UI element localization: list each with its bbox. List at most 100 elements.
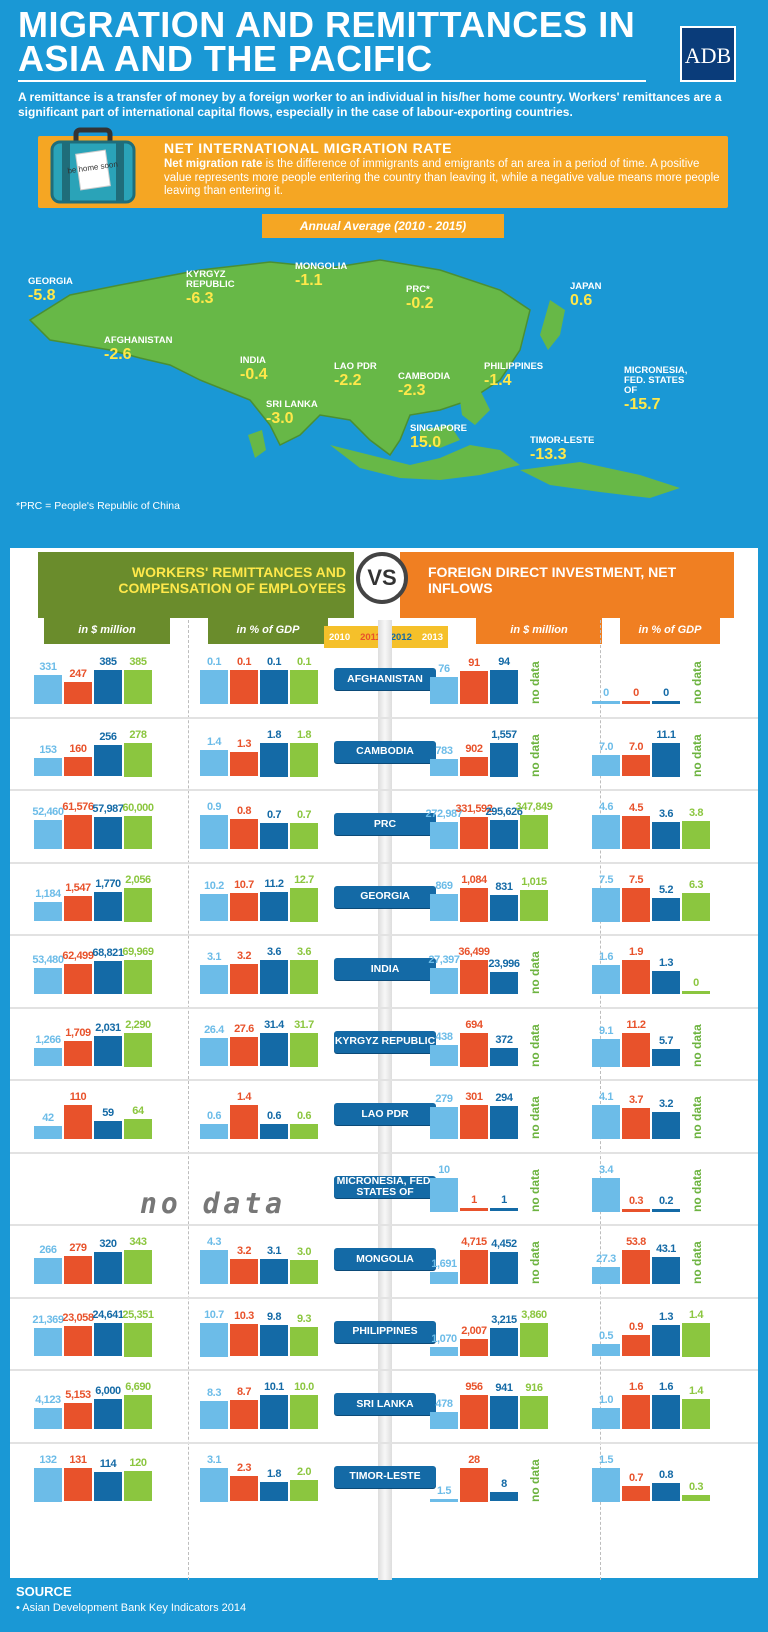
bar	[260, 1395, 288, 1429]
bar-value-label: 8	[501, 1477, 507, 1490]
bar	[94, 745, 122, 777]
bar	[34, 1257, 62, 1284]
bar-value-label: 301	[465, 1091, 483, 1103]
bar-value-label: 6,000	[95, 1384, 121, 1397]
bar-value-label: 6.3	[688, 878, 704, 891]
bar	[94, 1472, 122, 1502]
divider-line	[600, 620, 601, 1580]
asia-pacific-map	[28, 259, 680, 498]
bar	[430, 1271, 458, 1284]
bar-value-label: 1.6	[628, 1381, 644, 1393]
bar-value-label: 0.1	[296, 656, 312, 668]
map-label-philippines: PHILIPPINES -1.4	[484, 361, 544, 390]
source-title: SOURCE	[16, 1584, 72, 1599]
bar-value-label: 4,715	[461, 1236, 487, 1248]
country-label: GEORGIA	[334, 885, 436, 908]
no-data-label: no data	[528, 951, 542, 994]
bar	[34, 1047, 62, 1067]
bar	[622, 960, 650, 994]
bar	[260, 1032, 288, 1067]
bar	[682, 1494, 710, 1502]
fdi-header	[400, 552, 734, 618]
map-label-japan: JAPAN 0.6	[570, 281, 602, 310]
row-separator	[10, 716, 758, 719]
bar-value-label: 3,215	[491, 1314, 517, 1327]
bar-value-label: 3.2	[236, 1244, 252, 1257]
bar-value-label: 153	[39, 743, 57, 756]
row-separator	[10, 789, 758, 791]
bar-value-label: 3.8	[688, 806, 704, 819]
bar-value-label: 120	[129, 1456, 147, 1469]
bar	[64, 1402, 92, 1429]
bar-value-label: 3.2	[236, 949, 252, 962]
bar-value-label: 6,690	[125, 1381, 151, 1393]
bar-value-label: 247	[69, 668, 87, 681]
bar	[460, 816, 488, 849]
bar-value-label: 1,709	[65, 1027, 91, 1040]
bar	[490, 971, 518, 994]
bar	[64, 815, 92, 849]
country-label: LAO PDR	[334, 1103, 436, 1125]
source-band	[0, 1580, 768, 1632]
bar-value-label: 8.7	[236, 1385, 252, 1398]
bar-value-label: 28	[468, 1453, 480, 1466]
bar	[622, 1250, 650, 1284]
bar-value-label: 114	[99, 1458, 117, 1471]
bar	[200, 1250, 228, 1284]
bar-value-label: 1.8	[266, 728, 282, 741]
bar-value-label: 0.5	[598, 1330, 614, 1343]
bar	[290, 1326, 318, 1357]
bar-value-label: 52,460	[32, 806, 64, 819]
bar	[64, 1467, 92, 1502]
bar-value-label: 23,058	[62, 1311, 94, 1324]
bar-value-label: 0.9	[628, 1320, 644, 1333]
bar	[490, 1395, 518, 1429]
bar	[124, 960, 152, 994]
bar-value-label: 266	[39, 1243, 57, 1256]
bar-value-label: 12.7	[294, 873, 314, 886]
bar	[430, 822, 458, 849]
bar	[622, 701, 650, 704]
bar	[592, 815, 620, 849]
bar	[682, 820, 710, 849]
bar-value-label: 0	[663, 687, 669, 699]
bar	[622, 1485, 650, 1502]
bar-value-label: 0.8	[658, 1469, 674, 1482]
bar	[652, 970, 680, 994]
bar	[64, 756, 92, 777]
bar-value-label: 1.3	[658, 1310, 674, 1323]
bar	[34, 968, 62, 994]
legend-2013: 2013	[421, 631, 443, 643]
bar	[592, 1038, 620, 1067]
map-label-cambodia: CAMBODIA -2.3	[398, 371, 451, 400]
bar	[490, 1251, 518, 1284]
bar-value-label: 272,987	[425, 808, 463, 821]
bar	[94, 1120, 122, 1139]
bar	[64, 682, 92, 704]
bar-value-label: 438	[435, 1031, 453, 1044]
bar	[34, 901, 62, 922]
bar-value-label: 110	[69, 1091, 87, 1103]
migration-info-box	[38, 136, 728, 208]
bar-value-label: 27,397	[428, 954, 460, 967]
bar-value-label: 27.6	[234, 1022, 254, 1035]
row-separator	[10, 861, 758, 864]
bar-value-label: 2,007	[461, 1324, 487, 1337]
bar-value-label: 62,499	[62, 949, 94, 962]
desc-rest: is the difference of immigrants and emig…	[164, 158, 720, 197]
bar	[520, 889, 548, 922]
bar-value-label: 3.0	[296, 1246, 312, 1259]
bar	[460, 1250, 488, 1284]
bar-value-label: 956	[465, 1381, 483, 1393]
bar-value-label: 4,452	[491, 1237, 517, 1250]
bar	[592, 1177, 620, 1212]
bar	[34, 1327, 62, 1357]
bar	[200, 670, 228, 704]
bar	[622, 887, 650, 922]
map-label-srilanka: SRI LANKA -3.0	[266, 399, 318, 428]
vs-badge: VS	[356, 552, 408, 604]
bar	[260, 1481, 288, 1502]
bar-value-label: 1.6	[598, 951, 614, 964]
bar-value-label: 1,084	[461, 873, 487, 886]
bar-value-label: 10.1	[264, 1381, 284, 1393]
